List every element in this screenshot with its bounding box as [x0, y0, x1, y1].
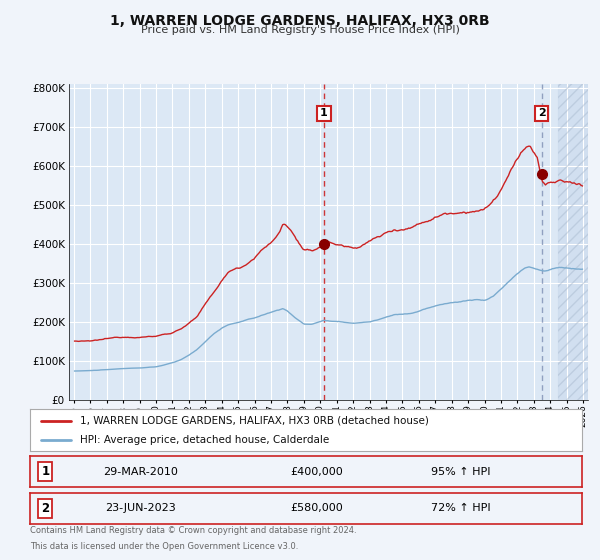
Text: £580,000: £580,000	[290, 503, 343, 513]
Text: 1: 1	[320, 108, 328, 118]
Text: 1: 1	[41, 465, 50, 478]
Text: 1, WARREN LODGE GARDENS, HALIFAX, HX3 0RB (detached house): 1, WARREN LODGE GARDENS, HALIFAX, HX3 0R…	[80, 416, 428, 426]
Text: 23-JUN-2023: 23-JUN-2023	[105, 503, 176, 513]
Text: This data is licensed under the Open Government Licence v3.0.: This data is licensed under the Open Gov…	[30, 542, 298, 551]
Text: 72% ↑ HPI: 72% ↑ HPI	[431, 503, 490, 513]
Text: £400,000: £400,000	[290, 467, 343, 477]
Text: 29-MAR-2010: 29-MAR-2010	[103, 467, 178, 477]
Text: 2: 2	[41, 502, 50, 515]
Bar	[324, 84, 588, 400]
Bar	[559, 84, 588, 400]
Bar	[559, 84, 588, 400]
Text: 2: 2	[538, 108, 545, 118]
Text: Contains HM Land Registry data © Crown copyright and database right 2024.: Contains HM Land Registry data © Crown c…	[30, 526, 356, 535]
Text: HPI: Average price, detached house, Calderdale: HPI: Average price, detached house, Cald…	[80, 435, 329, 445]
Text: Price paid vs. HM Land Registry's House Price Index (HPI): Price paid vs. HM Land Registry's House …	[140, 25, 460, 35]
Text: 1, WARREN LODGE GARDENS, HALIFAX, HX3 0RB: 1, WARREN LODGE GARDENS, HALIFAX, HX3 0R…	[110, 14, 490, 28]
Text: 95% ↑ HPI: 95% ↑ HPI	[431, 467, 490, 477]
